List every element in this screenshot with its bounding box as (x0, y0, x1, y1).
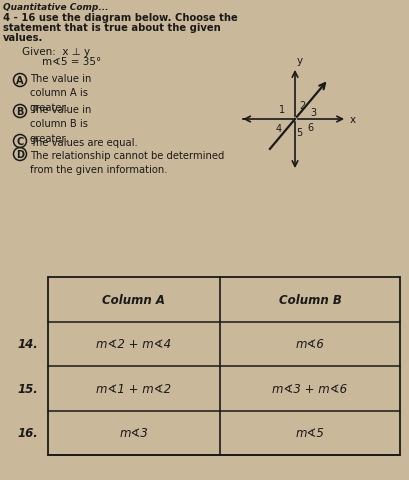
Text: y: y (297, 56, 303, 66)
Text: 4 - 16 use the diagram below. Choose the: 4 - 16 use the diagram below. Choose the (3, 13, 238, 23)
Text: A: A (16, 76, 24, 86)
Text: The value in
column A is
greater.: The value in column A is greater. (30, 74, 91, 113)
Text: 15.: 15. (18, 382, 39, 395)
Text: statement that is true about the given: statement that is true about the given (3, 23, 221, 33)
Text: 6: 6 (307, 123, 313, 133)
Text: 3: 3 (310, 108, 316, 118)
Text: Quantitative Comp...: Quantitative Comp... (3, 3, 108, 12)
Text: The values are equal.: The values are equal. (30, 138, 138, 148)
Text: values.: values. (3, 33, 43, 43)
Text: m∢3: m∢3 (119, 426, 148, 439)
Text: D: D (16, 150, 24, 160)
Text: x: x (350, 115, 356, 125)
Text: Column A: Column A (103, 293, 166, 306)
Text: 5: 5 (296, 128, 302, 138)
Text: 4: 4 (276, 124, 282, 134)
Text: 16.: 16. (18, 426, 39, 439)
Text: m∢6: m∢6 (296, 337, 324, 350)
Text: m∢5 = 35°: m∢5 = 35° (42, 57, 101, 67)
Text: 2: 2 (299, 101, 305, 111)
Text: B: B (16, 107, 24, 117)
Text: 1: 1 (279, 105, 285, 115)
Text: m∢5: m∢5 (296, 426, 324, 439)
Text: C: C (16, 137, 24, 147)
Text: The value in
column B is
greater.: The value in column B is greater. (30, 105, 91, 144)
Text: The relationship cannot be determined
from the given information.: The relationship cannot be determined fr… (30, 151, 225, 175)
Text: Given:  x ⊥ y: Given: x ⊥ y (22, 47, 90, 57)
Text: Column B: Column B (279, 293, 342, 306)
Text: m∢1 + m∢2: m∢1 + m∢2 (97, 382, 171, 395)
Text: m∢2 + m∢4: m∢2 + m∢4 (97, 337, 171, 350)
Text: m∢3 + m∢6: m∢3 + m∢6 (272, 382, 348, 395)
Bar (48, 277, 400, 455)
Text: 14.: 14. (18, 337, 39, 350)
